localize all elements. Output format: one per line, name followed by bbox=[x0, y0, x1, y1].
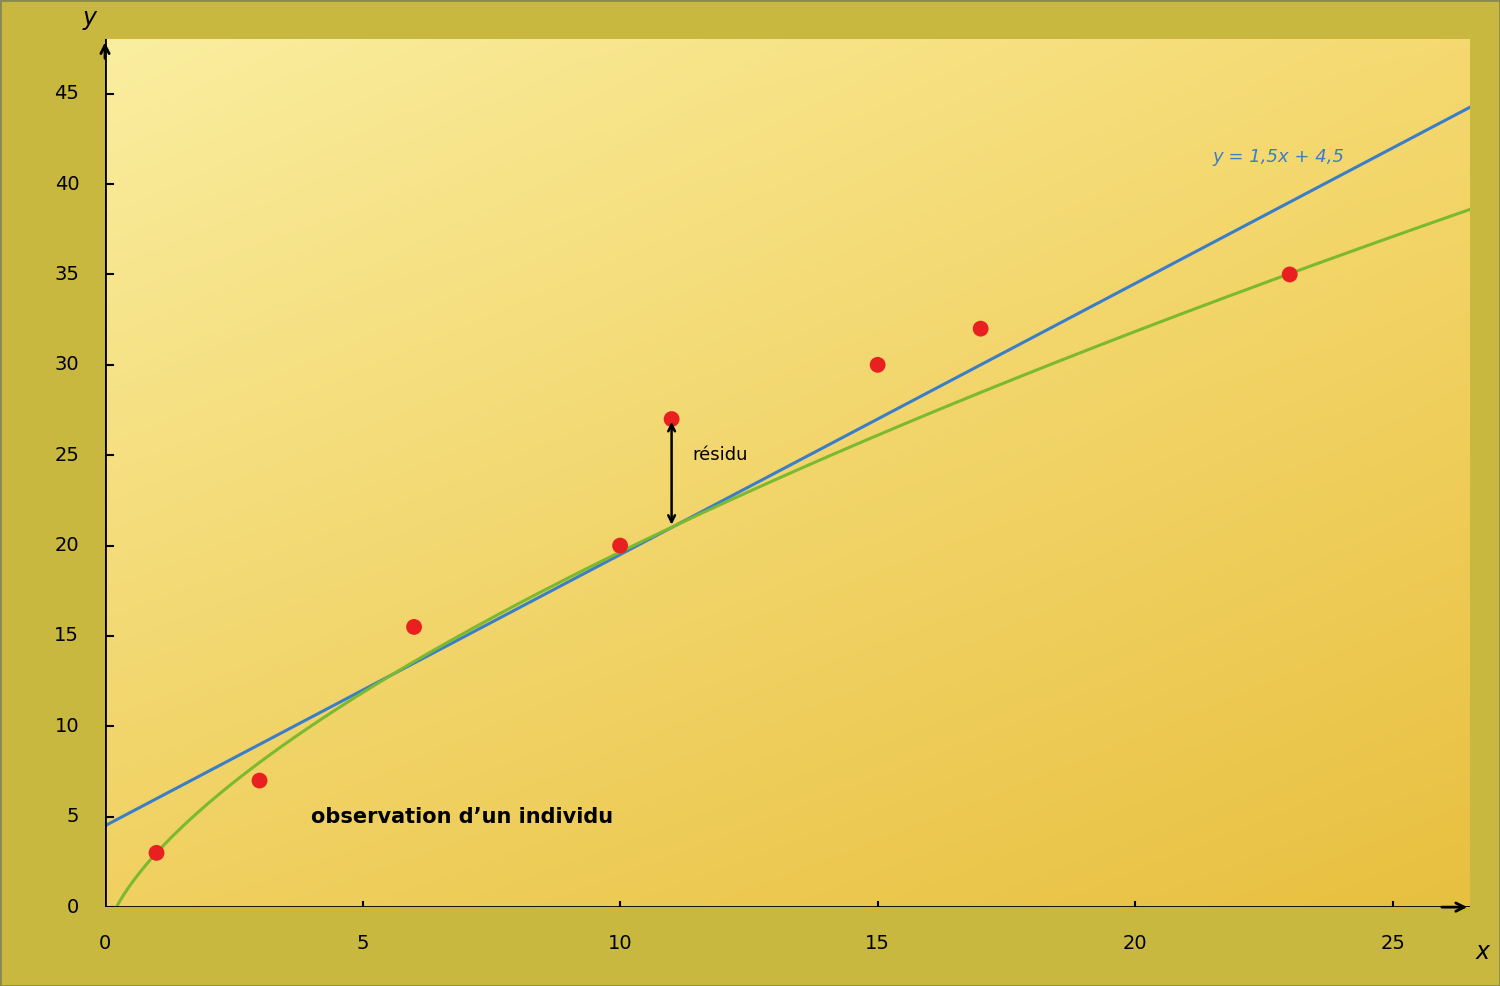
Text: observation d’un individu: observation d’un individu bbox=[310, 807, 614, 826]
Text: résidu: résidu bbox=[692, 447, 747, 464]
Text: 20: 20 bbox=[54, 536, 80, 555]
Point bbox=[402, 619, 426, 635]
Text: 10: 10 bbox=[608, 935, 633, 953]
Text: 10: 10 bbox=[54, 717, 80, 736]
Text: 45: 45 bbox=[54, 84, 80, 104]
Text: 25: 25 bbox=[1380, 935, 1406, 953]
Text: y = 1,5x + 4,5: y = 1,5x + 4,5 bbox=[1212, 148, 1344, 166]
Text: 0: 0 bbox=[68, 897, 80, 917]
Text: 30: 30 bbox=[54, 355, 80, 375]
Text: y: y bbox=[82, 6, 96, 31]
Point bbox=[865, 357, 889, 373]
Point bbox=[969, 320, 993, 336]
Text: 40: 40 bbox=[54, 175, 80, 193]
Text: 5: 5 bbox=[66, 808, 80, 826]
Point bbox=[1278, 266, 1302, 282]
Point bbox=[144, 845, 168, 861]
Text: 15: 15 bbox=[865, 935, 889, 953]
Text: x: x bbox=[1474, 940, 1490, 963]
Point bbox=[660, 411, 684, 427]
Text: 5: 5 bbox=[357, 935, 369, 953]
Text: 20: 20 bbox=[1124, 935, 1148, 953]
Point bbox=[608, 537, 631, 553]
Text: 0: 0 bbox=[99, 935, 111, 953]
Text: 25: 25 bbox=[54, 446, 80, 464]
Text: 35: 35 bbox=[54, 265, 80, 284]
Text: 15: 15 bbox=[54, 626, 80, 646]
Point bbox=[248, 773, 272, 789]
